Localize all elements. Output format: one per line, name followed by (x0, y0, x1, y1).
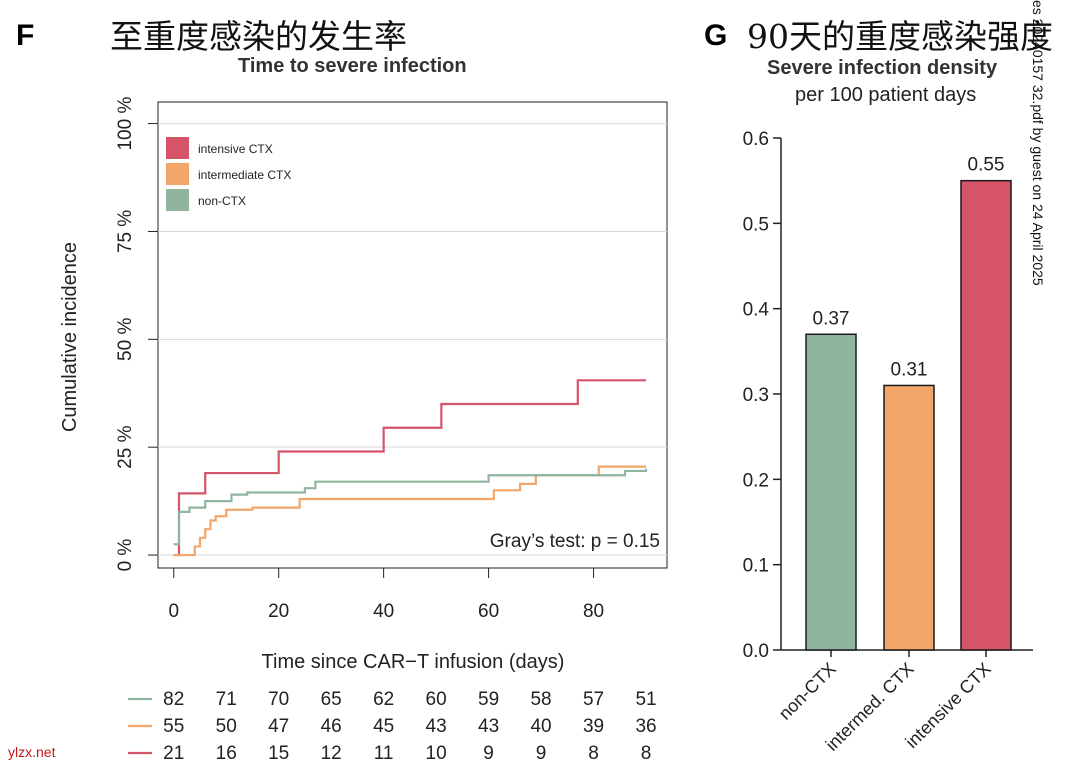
legend-label-intensive: intensive CTX (198, 142, 273, 156)
risk-count-intermediate-ctx-70: 40 (530, 716, 551, 737)
risk-count-intensive-ctx-90: 8 (641, 743, 652, 764)
km-chart-title: Time to severe infection (238, 55, 467, 77)
x-axis-title: Time since CAR−T infusion (days) (262, 651, 565, 673)
legend-swatch-intensive (166, 137, 189, 159)
risk-count-intensive-ctx-10: 16 (216, 743, 237, 764)
risk-count-non-ctx-20: 70 (268, 689, 289, 710)
cumulative-incidence-chart: 0 % 25 % 50 % 75 % 100 % 0 20 40 60 80 intensive … (59, 97, 668, 764)
series-line-intensive-ctx (173, 379, 647, 557)
y-tick-label-0: 0 % (115, 539, 136, 572)
bar-y-tick-label-1: 0.1 (743, 556, 769, 577)
bar-category-label-non-ctx: non-CTX (775, 659, 840, 724)
grays-test-annotation: Gray’s test: p = 0.15 (490, 531, 660, 552)
risk-count-non-ctx-70: 58 (530, 689, 551, 710)
plot-frame (157, 101, 668, 569)
risk-count-non-ctx-50: 60 (426, 689, 447, 710)
bar-y-tick-label-2: 0.2 (743, 470, 769, 491)
site-label: ylzx.net (8, 744, 56, 760)
risk-count-intensive-ctx-60: 9 (483, 743, 494, 764)
risk-count-non-ctx-80: 57 (583, 689, 604, 710)
bar-value-label-intermed-ctx: 0.31 (891, 359, 928, 380)
risk-count-intermediate-ctx-50: 43 (426, 716, 447, 737)
panel-g-chinese-title: 90天的重度感染强度 (747, 17, 1053, 56)
bar-y-tick-label-3: 0.3 (743, 385, 769, 406)
y-tick-label-75: 75 % (115, 210, 136, 253)
risk-count-intermediate-ctx-80: 39 (583, 716, 604, 737)
bar-y-tick-label-4: 0.4 (743, 300, 770, 321)
x-tick-label-20: 20 (268, 601, 289, 622)
risk-count-intensive-ctx-40: 11 (374, 743, 394, 764)
risk-count-intensive-ctx-50: 10 (426, 743, 447, 764)
risk-count-intermediate-ctx-40: 45 (373, 716, 394, 737)
risk-count-intensive-ctx-0: 21 (163, 743, 184, 764)
x-tick-label-40: 40 (373, 601, 394, 622)
risk-count-non-ctx-90: 51 (635, 689, 656, 710)
risk-count-intermediate-ctx-30: 46 (321, 716, 342, 737)
risk-count-non-ctx-60: 59 (478, 689, 499, 710)
bar-value-label-non-ctx: 0.37 (813, 308, 850, 329)
risk-count-intensive-ctx-30: 12 (321, 743, 342, 764)
legend-swatch-non (166, 189, 189, 211)
bar-non-ctx (805, 333, 857, 651)
bar-value-label-intensive-ctx: 0.55 (968, 155, 1005, 176)
risk-count-intermediate-ctx-60: 43 (478, 716, 499, 737)
panel-f-chinese-title: 至重度感染的发生率 (110, 17, 407, 56)
bar-y-tick-label-5: 0.5 (743, 214, 769, 235)
y-axis-title: Cumulative incidence (59, 242, 81, 432)
bar-intermed-ctx (883, 384, 935, 651)
y-tick-label-25: 25 % (115, 425, 136, 468)
legend-label-intermediate: intermediate CTX (198, 168, 291, 182)
risk-count-intensive-ctx-80: 8 (588, 743, 599, 764)
series-line-non-ctx (173, 468, 648, 546)
bar-y-tick-label-6: 0.6 (743, 129, 769, 150)
risk-count-non-ctx-30: 65 (321, 689, 342, 710)
series-line-intermediate-ctx (173, 465, 647, 557)
bar-y-tick-label-0: 0.0 (743, 641, 769, 662)
risk-count-intermediate-ctx-20: 47 (268, 716, 289, 737)
legend-label-non: non-CTX (198, 194, 246, 208)
risk-table: 82 71 70 65 62 60 59 58 57 51 55 50 47 46 45 43 43 40 39 36… (128, 689, 657, 764)
y-tick-label-100: 100 % (115, 97, 136, 151)
x-tick-label-60: 60 (478, 601, 499, 622)
bar-chart-subtitle: per 100 patient days (795, 84, 977, 106)
x-tick-label-80: 80 (583, 601, 604, 622)
watermark-container: es 20240157 32.pdf by guest on 24 April … (1028, 0, 1048, 340)
x-tick-label-0: 0 (168, 601, 179, 622)
risk-count-intensive-ctx-20: 15 (268, 743, 289, 764)
watermark-text: es 20240157 32.pdf by guest on 24 April … (1030, 0, 1046, 286)
risk-count-intermediate-ctx-90: 36 (635, 716, 656, 737)
panel-g-letter: G (704, 19, 728, 52)
risk-count-non-ctx-40: 62 (373, 689, 394, 710)
risk-count-non-ctx-10: 71 (216, 689, 237, 710)
panel-f-letter: F (16, 19, 35, 52)
legend-swatch-intermediate (166, 163, 189, 185)
bar-chart-title: Severe infection density (767, 57, 998, 79)
risk-count-intermediate-ctx-0: 55 (163, 716, 184, 737)
y-tick-label-50: 50 % (115, 318, 136, 361)
bar-intensive-ctx (960, 179, 1012, 651)
legend: intensive CTX intermediate CTX non-CTX (166, 137, 291, 211)
risk-count-intensive-ctx-70: 9 (536, 743, 547, 764)
risk-count-non-ctx-0: 82 (163, 689, 184, 710)
risk-count-intermediate-ctx-10: 50 (216, 716, 237, 737)
